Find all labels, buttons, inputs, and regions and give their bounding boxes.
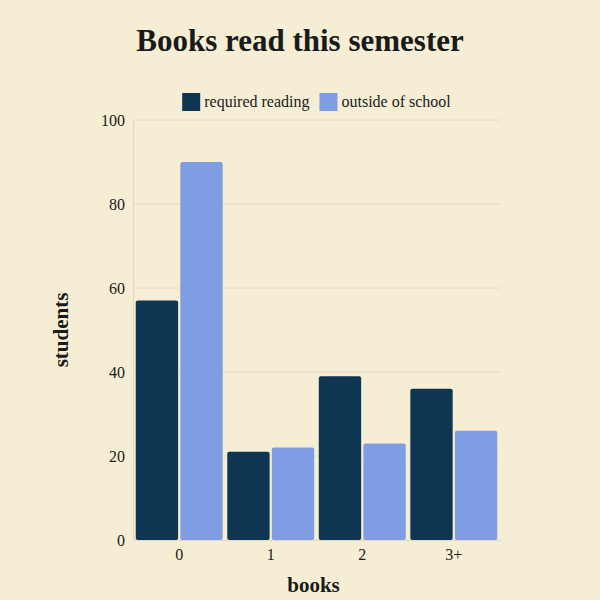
background <box>0 0 600 600</box>
y-tick-label: 100 <box>101 112 125 129</box>
y-tick-label: 60 <box>109 280 125 297</box>
x-axis-title: books <box>287 573 340 597</box>
grid <box>133 120 500 540</box>
legend-swatch <box>182 93 200 111</box>
y-axis-title: students <box>49 293 73 368</box>
y-tick: 40 <box>109 364 133 381</box>
y-tick: 20 <box>109 448 133 465</box>
x-tick: 3+ <box>445 540 462 563</box>
legend-swatch <box>319 93 337 111</box>
bar <box>410 389 452 540</box>
x-tick: 2 <box>358 540 366 563</box>
bar <box>319 376 361 540</box>
legend-item: outside of school <box>319 93 451 111</box>
y-tick-label: 80 <box>109 196 125 213</box>
chart: Books read this semester 0 20 40 60 80 100 0 1 2 3… <box>0 0 600 600</box>
bar <box>455 431 497 540</box>
y-tick: 0 <box>117 532 133 549</box>
y-tick-label: 20 <box>109 448 125 465</box>
x-tick-label: 3+ <box>445 546 462 563</box>
bar <box>272 448 314 540</box>
y-tick: 100 <box>101 112 133 129</box>
x-tick-label: 2 <box>358 546 366 563</box>
x-axis-line <box>134 540 501 541</box>
y-tick-label: 40 <box>109 364 125 381</box>
grid-line <box>133 120 500 121</box>
y-tick: 80 <box>109 196 133 213</box>
legend: required reading outside of school <box>182 93 451 111</box>
legend-label: outside of school <box>341 93 451 110</box>
x-tick: 0 <box>175 540 183 563</box>
x-tick: 1 <box>267 540 275 563</box>
bar <box>363 443 405 540</box>
y-tick: 60 <box>109 280 133 297</box>
y-tick-label: 0 <box>117 532 125 549</box>
y-axis: 0 20 40 60 80 100 <box>101 112 134 549</box>
x-tick-label: 0 <box>175 546 183 563</box>
bar <box>180 162 222 540</box>
title: Books read this semester <box>136 23 464 58</box>
y-axis-line <box>133 121 134 541</box>
x-axis: 0 1 2 3+ <box>134 540 501 563</box>
bars <box>136 162 498 540</box>
legend-item: required reading <box>182 93 309 111</box>
bar <box>136 301 178 540</box>
legend-label: required reading <box>204 93 309 111</box>
bar <box>227 452 269 540</box>
x-tick-label: 1 <box>267 546 275 563</box>
